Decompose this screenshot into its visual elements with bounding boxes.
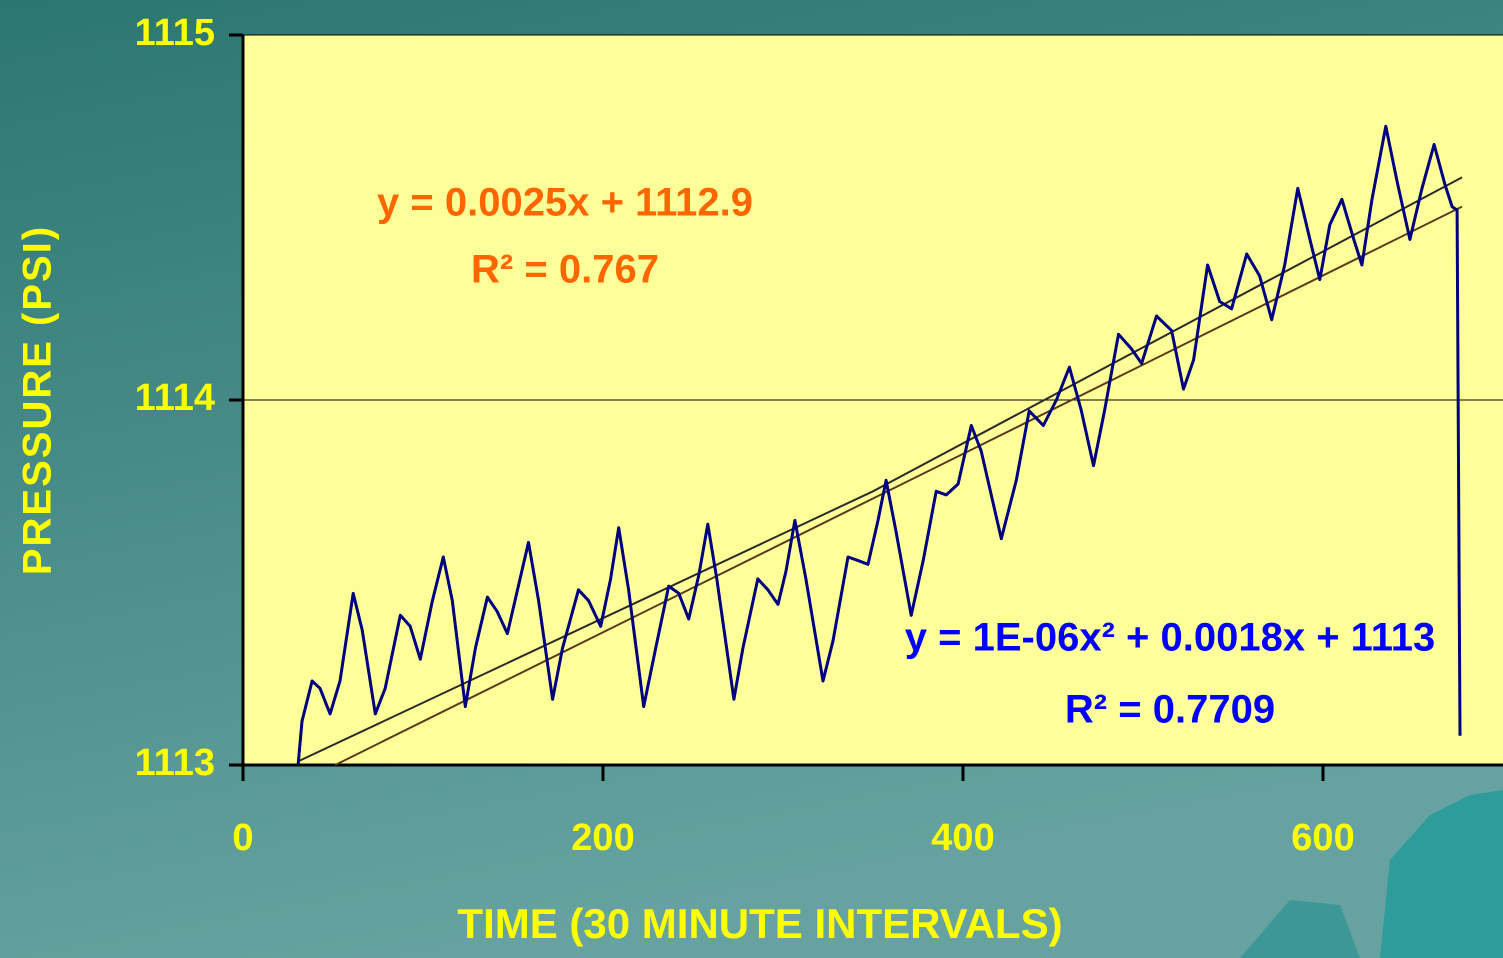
trendline-equation: R² = 0.767 bbox=[471, 248, 659, 292]
x-tick-label: 0 bbox=[232, 817, 253, 859]
y-tick-label: 1114 bbox=[135, 377, 215, 419]
data-line bbox=[296, 124, 1462, 766]
trendline bbox=[334, 205, 1463, 766]
trendline-equation: y = 0.0025x + 1112.9 bbox=[377, 181, 753, 225]
y-tick-label: 1115 bbox=[135, 12, 215, 54]
x-axis-title: TIME (30 MINUTE INTERVALS) bbox=[457, 900, 1062, 947]
x-tick-label: 400 bbox=[931, 817, 994, 859]
trendline bbox=[297, 176, 1463, 763]
y-tick-label: 1113 bbox=[135, 742, 215, 784]
x-tick-label: 200 bbox=[571, 817, 634, 859]
x-tick-label: 600 bbox=[1291, 817, 1354, 859]
decoration bbox=[1240, 900, 1360, 958]
decoration bbox=[1380, 790, 1503, 958]
trendline-equation: R² = 0.7709 bbox=[1065, 688, 1275, 732]
trendline-equation: y = 1E-06x² + 0.0018x + 1113 bbox=[905, 616, 1435, 660]
y-axis-title: PRESSURE (PSI) bbox=[16, 225, 60, 575]
